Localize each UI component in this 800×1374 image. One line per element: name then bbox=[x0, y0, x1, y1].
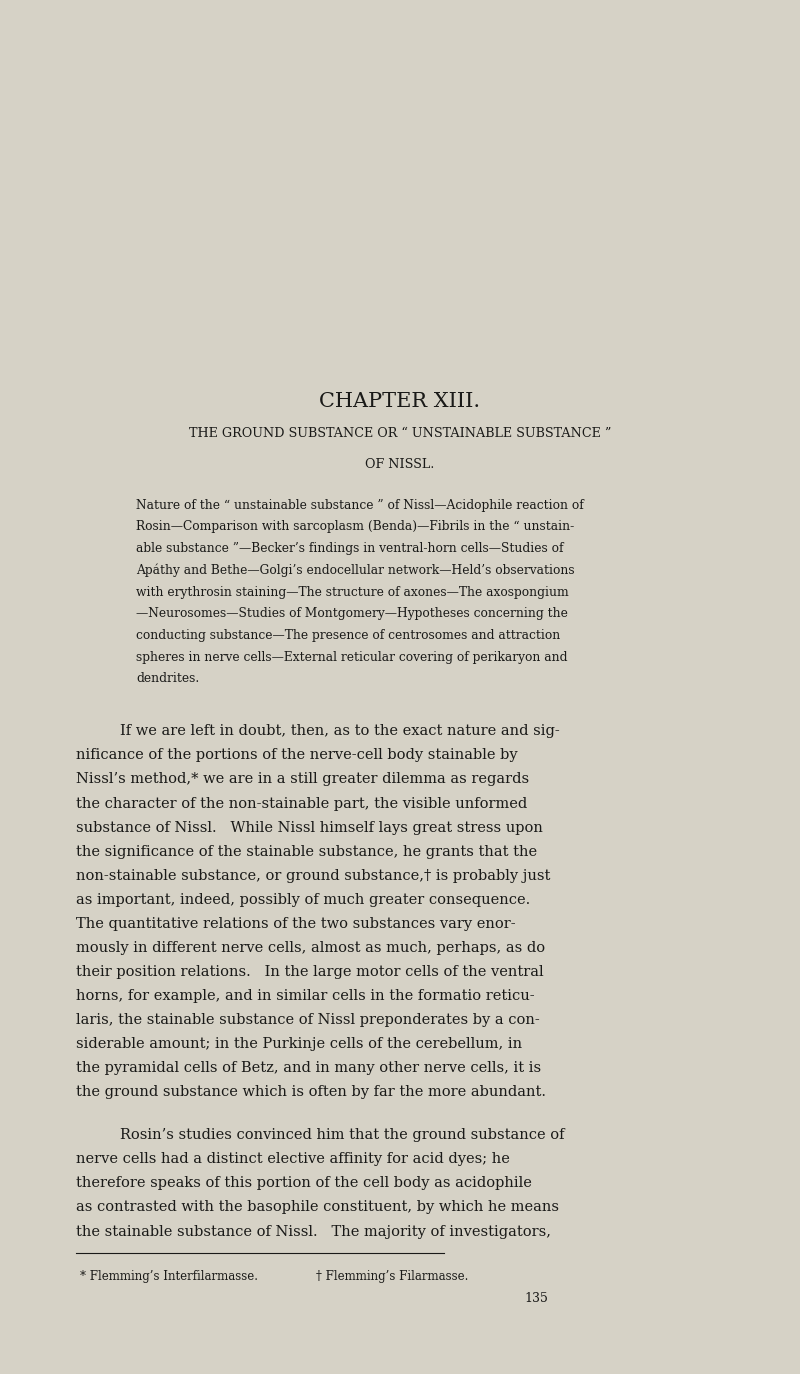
Text: substance of Nissl.   While Nissl himself lays great stress upon: substance of Nissl. While Nissl himself … bbox=[76, 820, 543, 834]
Text: non-stainable substance, or ground substance,† is probably just: non-stainable substance, or ground subst… bbox=[76, 868, 550, 882]
Text: the character of the non-stainable part, the visible unformed: the character of the non-stainable part,… bbox=[76, 797, 527, 811]
Text: Rosin’s studies convinced him that the ground substance of: Rosin’s studies convinced him that the g… bbox=[120, 1128, 565, 1142]
Text: OF NISSL.: OF NISSL. bbox=[366, 458, 434, 470]
Text: spheres in nerve cells—External reticular covering of perikaryon and: spheres in nerve cells—External reticula… bbox=[136, 651, 567, 664]
Text: —Neurosomes—Studies of Montgomery—Hypotheses concerning the: —Neurosomes—Studies of Montgomery—Hypoth… bbox=[136, 607, 568, 620]
Text: therefore speaks of this portion of the cell body as acidophile: therefore speaks of this portion of the … bbox=[76, 1176, 532, 1190]
Text: † Flemming’s Filarmasse.: † Flemming’s Filarmasse. bbox=[316, 1270, 468, 1282]
Text: Nissl’s method,* we are in a still greater dilemma as regards: Nissl’s method,* we are in a still great… bbox=[76, 772, 529, 786]
Text: siderable amount; in the Purkinje cells of the cerebellum, in: siderable amount; in the Purkinje cells … bbox=[76, 1037, 522, 1051]
Text: 135: 135 bbox=[524, 1292, 548, 1304]
Text: If we are left in doubt, then, as to the exact nature and sig-: If we are left in doubt, then, as to the… bbox=[120, 724, 560, 738]
Text: nificance of the portions of the nerve-cell body stainable by: nificance of the portions of the nerve-c… bbox=[76, 749, 518, 763]
Text: THE GROUND SUBSTANCE OR “ UNSTAINABLE SUBSTANCE ”: THE GROUND SUBSTANCE OR “ UNSTAINABLE SU… bbox=[189, 427, 611, 440]
Text: Rosin—Comparison with sarcoplasm (Benda)—Fibrils in the “ unstain-: Rosin—Comparison with sarcoplasm (Benda)… bbox=[136, 521, 574, 533]
Text: * Flemming’s Interfilarmasse.: * Flemming’s Interfilarmasse. bbox=[80, 1270, 258, 1282]
Text: Nature of the “ unstainable substance ” of Nissl—Acidophile reaction of: Nature of the “ unstainable substance ” … bbox=[136, 499, 584, 511]
Text: nerve cells had a distinct elective affinity for acid dyes; he: nerve cells had a distinct elective affi… bbox=[76, 1153, 510, 1167]
Text: CHAPTER XIII.: CHAPTER XIII. bbox=[319, 392, 481, 411]
Text: The quantitative relations of the two substances vary enor-: The quantitative relations of the two su… bbox=[76, 916, 516, 930]
Text: the ground substance which is often by far the more abundant.: the ground substance which is often by f… bbox=[76, 1085, 546, 1099]
Text: the significance of the stainable substance, he grants that the: the significance of the stainable substa… bbox=[76, 845, 537, 859]
Text: with erythrosin staining—The structure of axones—The axospongium: with erythrosin staining—The structure o… bbox=[136, 585, 569, 599]
Text: laris, the stainable substance of Nissl preponderates by a con-: laris, the stainable substance of Nissl … bbox=[76, 1013, 540, 1026]
Text: their position relations.   In the large motor cells of the ventral: their position relations. In the large m… bbox=[76, 965, 544, 978]
Text: horns, for example, and in similar cells in the formatio reticu-: horns, for example, and in similar cells… bbox=[76, 989, 534, 1003]
Text: able substance ”—Becker’s findings in ventral-horn cells—Studies of: able substance ”—Becker’s findings in ve… bbox=[136, 543, 563, 555]
Text: conducting substance—The presence of centrosomes and attraction: conducting substance—The presence of cen… bbox=[136, 629, 560, 642]
Text: the stainable substance of Nissl.   The majority of investigators,: the stainable substance of Nissl. The ma… bbox=[76, 1224, 551, 1238]
Text: the pyramidal cells of Betz, and in many other nerve cells, it is: the pyramidal cells of Betz, and in many… bbox=[76, 1061, 541, 1074]
Text: as important, indeed, possibly of much greater consequence.: as important, indeed, possibly of much g… bbox=[76, 893, 530, 907]
Text: mously in different nerve cells, almost as much, perhaps, as do: mously in different nerve cells, almost … bbox=[76, 941, 545, 955]
Text: dendrites.: dendrites. bbox=[136, 672, 199, 686]
Text: Apáthy and Bethe—Golgi’s endocellular network—Held’s observations: Apáthy and Bethe—Golgi’s endocellular ne… bbox=[136, 563, 574, 577]
Text: as contrasted with the basophile constituent, by which he means: as contrasted with the basophile constit… bbox=[76, 1201, 559, 1215]
